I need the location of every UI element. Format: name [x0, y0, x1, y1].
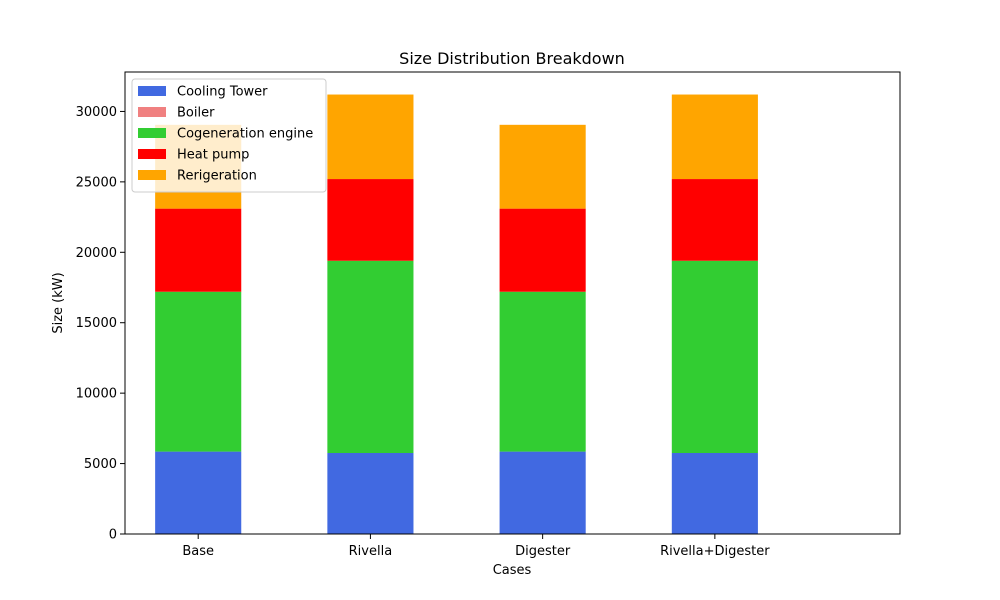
bar-segment [499, 124, 586, 209]
bar-segment [671, 260, 758, 454]
legend-label: Rerigeration [177, 169, 257, 184]
x-tick-label: Rivella [349, 544, 393, 559]
x-tick-label: Base [182, 544, 214, 559]
bar-segment [671, 94, 758, 180]
x-axis: Base Rivella Digester Rivella+Digester [182, 534, 770, 559]
x-tick-label: Digester [515, 544, 571, 559]
legend: Cooling Tower Boiler Cogeneration engine He… [131, 78, 327, 193]
bar-segment [327, 453, 414, 534]
x-axis-label: Cases [493, 563, 532, 578]
chart-title: Size Distribution Breakdown [399, 49, 625, 68]
legend-label: Cooling Tower [177, 85, 268, 100]
legend-box [131, 78, 327, 193]
y-axis-label: Size (kW) [51, 272, 66, 333]
bar-segment [499, 291, 586, 452]
bar-segment [155, 208, 242, 292]
legend-swatch [138, 170, 166, 180]
y-tick-label: 20000 [76, 246, 117, 261]
bar-segment [327, 260, 414, 454]
bar-segment [671, 453, 758, 534]
bar-segment [671, 179, 758, 261]
bar-segment [499, 451, 586, 534]
y-tick-label: 0 [109, 528, 117, 543]
bar-segment [327, 179, 414, 261]
legend-label: Heat pump [177, 148, 249, 163]
legend-label: Cogeneration engine [177, 127, 313, 142]
legend-swatch [138, 128, 166, 138]
y-axis: 0 5000 10000 15000 20000 25000 30000 [76, 105, 125, 543]
bar-segment [155, 451, 242, 534]
y-tick-label: 10000 [76, 387, 117, 402]
y-tick-label: 25000 [76, 175, 117, 190]
legend-label: Boiler [177, 106, 215, 121]
legend-swatch [138, 149, 166, 159]
legend-swatch [138, 86, 166, 96]
bar-segment [155, 291, 242, 452]
x-tick-label: Rivella+Digester [660, 544, 770, 559]
bar-segment [499, 208, 586, 292]
bar-segment [327, 94, 414, 180]
y-tick-label: 30000 [76, 105, 117, 120]
legend-swatch [138, 107, 166, 117]
y-tick-label: 5000 [84, 457, 117, 472]
plot-frame [124, 71, 901, 535]
y-tick-label: 15000 [76, 316, 117, 331]
